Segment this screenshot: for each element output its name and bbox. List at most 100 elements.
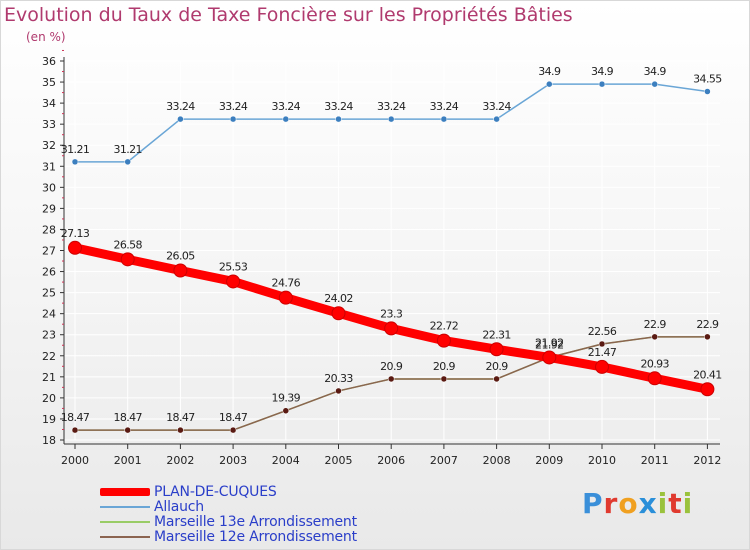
data-label-s3-2002: 18.47 bbox=[166, 411, 195, 424]
legend-item-plan-de-cuques: PLAN-DE-CUQUES bbox=[100, 483, 357, 500]
y-tick-label-27: 27 bbox=[42, 245, 56, 258]
x-tick-label-2002: 2002 bbox=[166, 454, 194, 467]
point-s3-2001 bbox=[124, 426, 131, 434]
chart-title: Evolution du Taux de Taxe Foncière sur l… bbox=[4, 4, 573, 26]
chart-subtitle: (en %) bbox=[26, 30, 66, 44]
legend-label-plan-de-cuques: PLAN-DE-CUQUES bbox=[154, 483, 277, 500]
point-s0-2003 bbox=[226, 274, 241, 289]
point-s3-2000 bbox=[71, 426, 79, 434]
x-tick-label-2011: 2011 bbox=[641, 454, 669, 467]
x-tick-label-2010: 2010 bbox=[588, 454, 616, 467]
y-tick-label-30: 30 bbox=[42, 181, 56, 194]
y-tick-label-23: 23 bbox=[42, 329, 56, 342]
y-tick-label-32: 32 bbox=[42, 139, 56, 152]
point-s1-2001 bbox=[124, 158, 131, 166]
point-s3-2004 bbox=[282, 407, 290, 414]
data-label-s1-2011: 34.9 bbox=[644, 65, 667, 78]
y-tick-label-29: 29 bbox=[42, 202, 56, 215]
data-label-s3-2000: 18.47 bbox=[61, 411, 90, 424]
data-label-s1-2002: 33.24 bbox=[166, 100, 195, 113]
data-label-s1-2000: 31.21 bbox=[61, 143, 90, 156]
point-s3-2007 bbox=[440, 375, 448, 383]
data-label-s0-2009: 21.92 bbox=[535, 336, 564, 349]
logo-letter: r bbox=[603, 487, 619, 520]
data-label-s3-2009: 21.92 bbox=[535, 338, 564, 351]
point-s0-2004 bbox=[278, 290, 293, 305]
legend-label-marseille-13e: Marseille 13e Arrondissement bbox=[154, 513, 357, 530]
logo-letter: t bbox=[668, 487, 683, 520]
logo-letter: i bbox=[682, 487, 694, 520]
y-tick-label-22: 22 bbox=[42, 350, 56, 363]
point-s1-2010 bbox=[598, 80, 606, 88]
legend-label-marseille-12e: Marseille 12e Arrondissement bbox=[154, 528, 357, 545]
x-tick-label-2009: 2009 bbox=[535, 454, 563, 467]
point-s1-2006 bbox=[387, 115, 395, 123]
point-s0-2008 bbox=[489, 342, 504, 357]
x-tick-label-2008: 2008 bbox=[483, 454, 511, 467]
y-tick-label-26: 26 bbox=[42, 266, 56, 279]
data-label-s1-2005: 33.24 bbox=[324, 100, 353, 113]
legend: PLAN-DE-CUQUES Allauch Marseille 13e Arr… bbox=[100, 483, 357, 545]
data-label-s0-2012: 20.41 bbox=[693, 368, 722, 381]
point-s0-2005 bbox=[331, 306, 346, 321]
x-tick-label-2005: 2005 bbox=[325, 454, 353, 467]
legend-item-marseille-12e: Marseille 12e Arrondissement bbox=[100, 528, 357, 545]
x-tick-label-2000: 2000 bbox=[61, 454, 89, 467]
data-label-s1-2006: 33.24 bbox=[377, 100, 406, 113]
point-s0-2000 bbox=[68, 240, 82, 255]
data-label-s1-2007: 33.24 bbox=[430, 100, 459, 113]
x-tick-label-2006: 2006 bbox=[377, 454, 405, 467]
legend-swatch-plan-de-cuques bbox=[100, 487, 150, 496]
point-s3-2011 bbox=[651, 333, 658, 341]
point-s1-2009 bbox=[546, 80, 553, 88]
y-tick-label-31: 31 bbox=[42, 160, 56, 173]
legend-item-marseille-13e: Marseille 13e Arrondissement bbox=[100, 513, 357, 530]
data-label-s1-2004: 33.24 bbox=[272, 100, 301, 113]
legend-label-allauch: Allauch bbox=[154, 498, 204, 515]
legend-swatch-marseille-13e bbox=[100, 520, 150, 523]
point-s1-2005 bbox=[335, 115, 342, 123]
x-tick-label-2001: 2001 bbox=[114, 454, 142, 467]
point-s0-2001 bbox=[120, 252, 135, 267]
data-label-s0-2011: 20.93 bbox=[640, 357, 669, 370]
data-label-s3-2004: 19.39 bbox=[272, 392, 301, 405]
logo-letter: o bbox=[618, 487, 639, 520]
data-label-s0-2003: 25.53 bbox=[219, 260, 248, 273]
y-tick-label-18: 18 bbox=[42, 434, 56, 447]
data-label-s0-2005: 24.02 bbox=[324, 292, 353, 305]
y-tick-label-36: 36 bbox=[42, 55, 56, 68]
data-label-s0-2008: 22.31 bbox=[482, 328, 511, 341]
y-tick-label-25: 25 bbox=[42, 287, 56, 300]
x-tick-label-2007: 2007 bbox=[430, 454, 458, 467]
data-label-s0-2001: 26.58 bbox=[113, 238, 142, 251]
point-s1-2002 bbox=[177, 115, 184, 123]
y-tick-label-21: 21 bbox=[42, 371, 56, 384]
y-tick-label-20: 20 bbox=[42, 392, 56, 405]
logo-letter: P bbox=[582, 487, 604, 520]
point-s3-2012 bbox=[704, 333, 711, 341]
data-label-s0-2000: 27.13 bbox=[61, 227, 90, 240]
point-s1-2000 bbox=[71, 158, 79, 166]
data-label-s3-2001: 18.47 bbox=[113, 411, 142, 424]
point-s0-2011 bbox=[647, 371, 662, 386]
data-label-s1-2012: 34.55 bbox=[693, 73, 722, 86]
point-s3-2003 bbox=[229, 426, 237, 434]
data-label-s3-2008: 20.9 bbox=[486, 360, 509, 373]
y-tick-label-33: 33 bbox=[42, 118, 56, 131]
point-s0-2006 bbox=[384, 321, 399, 336]
data-label-s3-2003: 18.47 bbox=[219, 411, 248, 424]
logo-letter: x bbox=[638, 487, 658, 520]
point-s3-2008 bbox=[493, 375, 500, 383]
y-tick-label-34: 34 bbox=[42, 97, 56, 110]
legend-item-allauch: Allauch bbox=[100, 498, 357, 515]
point-s3-2005 bbox=[335, 387, 342, 395]
data-label-s0-2010: 21.47 bbox=[588, 346, 617, 359]
point-s0-2009 bbox=[542, 350, 557, 365]
point-s0-2002 bbox=[173, 263, 188, 278]
data-label-s3-2010: 22.56 bbox=[588, 325, 617, 338]
legend-swatch-marseille-12e bbox=[100, 535, 150, 538]
point-s3-2006 bbox=[387, 375, 395, 383]
proxiti-logo: Proxiti bbox=[582, 487, 693, 520]
